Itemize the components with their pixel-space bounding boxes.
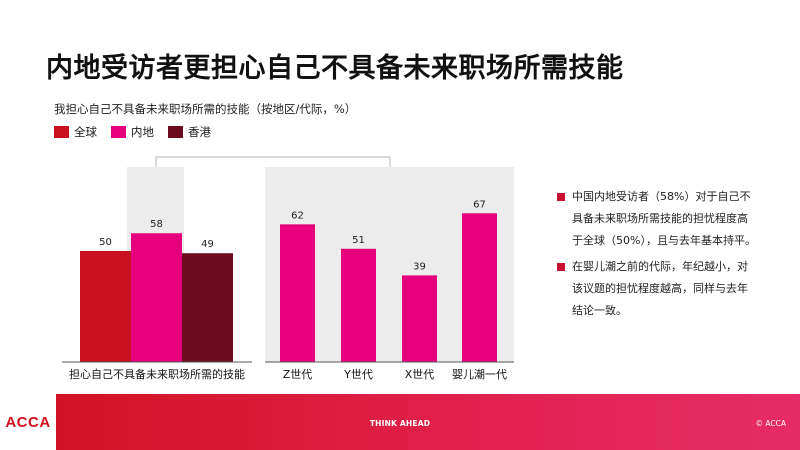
- category-label: 担心自己不具备未来职场所需的技能: [69, 367, 245, 381]
- data-label: 39: [413, 261, 426, 272]
- data-label: 50: [99, 237, 112, 248]
- note-item: 在婴儿潮之前的代际，年纪越小，对该议题的担忧程度越高，同样与去年结论一致。: [557, 256, 757, 322]
- chart-subtitle: 我担心自己不具备未来职场所需的技能（按地区/代际，%）: [54, 102, 357, 116]
- legend-swatch-mainland: [111, 126, 126, 138]
- data-label: 62: [291, 210, 304, 221]
- bar: [182, 253, 233, 362]
- bar-chart: 50 58 49 担心自己不具备未来职场所需的技能 62 Z世代 51 Y世代 39 X世代 67 婴…: [62, 156, 514, 381]
- acca-logo: ACCA: [0, 394, 56, 450]
- logo-text: ACCA: [5, 413, 51, 431]
- bar: [280, 224, 315, 362]
- chart-legend: 全球 内地 香港: [54, 124, 211, 140]
- category-label: Z世代: [283, 368, 313, 381]
- bar: [131, 233, 182, 362]
- bar: [341, 248, 376, 362]
- page-title: 内地受访者更担心自己不具备未来职场所需技能: [46, 53, 624, 84]
- note-item: 中国内地受访者（58%）对于自己不具备未来职场所需技能的担忧程度高于全球（50%…: [557, 186, 757, 252]
- bar: [80, 251, 131, 362]
- group-bracket: [155, 156, 391, 167]
- legend-item-hongkong: 香港: [168, 124, 211, 140]
- bar: [462, 213, 497, 362]
- legend-swatch-global: [54, 126, 69, 138]
- data-label: 49: [201, 239, 214, 250]
- legend-label-mainland: 内地: [131, 125, 154, 139]
- data-label: 58: [150, 219, 163, 230]
- legend-label-hongkong: 香港: [188, 125, 211, 139]
- footer-copyright: © ACCA: [755, 419, 787, 428]
- category-label: Y世代: [343, 368, 373, 381]
- footer-bar: [0, 394, 800, 450]
- legend-item-global: 全球: [54, 124, 97, 140]
- category-label: X世代: [405, 368, 435, 381]
- bullet-square-icon: [557, 193, 565, 201]
- note-text: 在婴儿潮之前的代际，年纪越小，对该议题的担忧程度越高，同样与去年结论一致。: [572, 260, 748, 317]
- footer-tagline: THINK AHEAD: [369, 419, 431, 428]
- note-text: 中国内地受访者（58%）对于自己不具备未来职场所需技能的担忧程度高于全球（50%…: [572, 190, 756, 247]
- legend-swatch-hongkong: [168, 126, 183, 138]
- bar: [402, 275, 437, 362]
- data-label: 67: [473, 199, 486, 210]
- category-label: 婴儿潮一代: [452, 367, 507, 381]
- legend-label-global: 全球: [74, 125, 97, 139]
- bullet-square-icon: [557, 263, 565, 271]
- legend-item-mainland: 内地: [111, 124, 154, 140]
- data-label: 51: [352, 235, 365, 246]
- notes-panel: 中国内地受访者（58%）对于自己不具备未来职场所需技能的担忧程度高于全球（50%…: [557, 186, 757, 326]
